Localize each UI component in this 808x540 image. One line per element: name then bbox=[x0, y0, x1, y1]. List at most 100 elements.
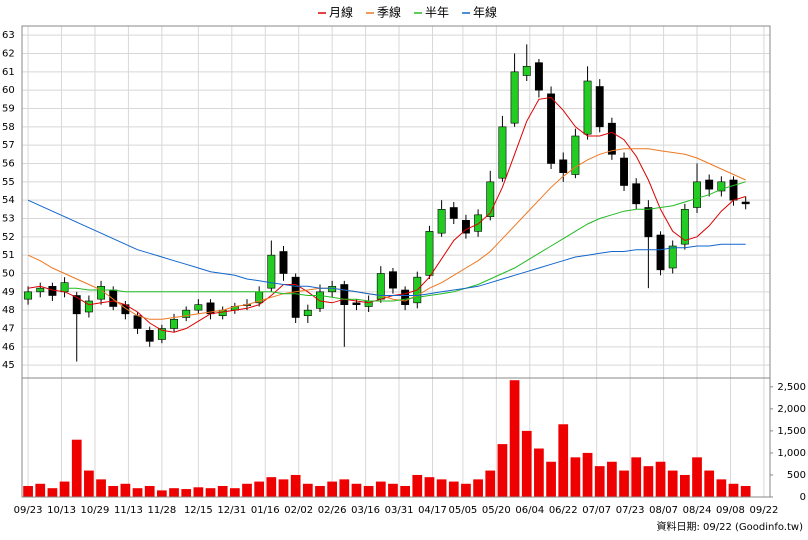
candle-body bbox=[133, 315, 142, 329]
legend-label: 月線 bbox=[329, 5, 353, 20]
volume-bar bbox=[679, 474, 690, 497]
volume-bar bbox=[716, 479, 727, 497]
volume-bar bbox=[217, 485, 228, 497]
candle-body bbox=[583, 80, 592, 135]
volume-bar bbox=[607, 461, 617, 497]
volume-bar bbox=[23, 485, 33, 497]
x-tick-label: 02/26 bbox=[318, 505, 347, 516]
x-tick-label: 09/23 bbox=[14, 505, 43, 516]
candle-body bbox=[620, 157, 628, 186]
candle-body bbox=[498, 126, 507, 179]
x-tick-label: 07/07 bbox=[582, 505, 611, 516]
candle-body bbox=[595, 86, 604, 128]
y-tick-label: 60 bbox=[2, 85, 15, 96]
volume-bar bbox=[132, 488, 143, 497]
candle-body bbox=[194, 304, 203, 311]
y-tick-label: 47 bbox=[2, 324, 15, 335]
candle-body bbox=[559, 159, 568, 173]
volume-bar bbox=[302, 483, 313, 497]
candle-body bbox=[547, 93, 556, 164]
volume-bar bbox=[655, 461, 666, 497]
volume-bar bbox=[315, 485, 325, 497]
x-tick-label: 08/24 bbox=[683, 505, 712, 516]
volume-bar bbox=[485, 470, 496, 497]
y-tick-label: 62 bbox=[2, 49, 15, 60]
candle-body bbox=[97, 286, 106, 300]
candle-body bbox=[340, 284, 349, 305]
candle-body bbox=[632, 183, 641, 205]
volume-bar bbox=[84, 470, 94, 497]
candle-body bbox=[461, 220, 470, 234]
candle-body bbox=[303, 309, 312, 316]
volume-bar bbox=[412, 474, 423, 497]
y-tick-label: 61 bbox=[2, 67, 15, 78]
volume-bar bbox=[436, 479, 447, 497]
candle-body bbox=[36, 287, 45, 293]
candle-body bbox=[145, 330, 154, 342]
volume-bar bbox=[290, 474, 301, 497]
y-tick-label: 1,000 bbox=[777, 448, 806, 459]
y-tick-label: 2,500 bbox=[777, 382, 806, 393]
x-tick-label: 03/31 bbox=[385, 505, 414, 516]
x-tick-label: 03/16 bbox=[351, 505, 380, 516]
volume-bar bbox=[96, 479, 106, 497]
volume-bar bbox=[339, 479, 350, 497]
y-tick-label: 46 bbox=[2, 342, 15, 353]
candle-body bbox=[449, 207, 458, 219]
candle-body bbox=[522, 66, 531, 76]
x-tick-label: 06/22 bbox=[549, 505, 578, 516]
volume-bar bbox=[400, 485, 410, 497]
volume-bar bbox=[157, 490, 167, 497]
volume-bar bbox=[594, 466, 605, 497]
y-tick-label: 51 bbox=[2, 250, 15, 261]
x-tick-label: 05/20 bbox=[482, 505, 511, 516]
candle-body bbox=[680, 209, 689, 245]
y-tick-label: 2,000 bbox=[777, 404, 806, 415]
candle-body bbox=[474, 214, 483, 232]
candle-body bbox=[607, 122, 616, 155]
volume-bar bbox=[242, 483, 252, 497]
x-tick-label: 06/04 bbox=[515, 505, 544, 516]
volume-bar bbox=[570, 457, 581, 497]
candle-body bbox=[693, 181, 701, 208]
volume-bar bbox=[144, 485, 155, 497]
volume-bar bbox=[351, 483, 362, 497]
volume-bar bbox=[388, 483, 398, 497]
volume-bar bbox=[509, 380, 520, 497]
x-tick-label: 11/13 bbox=[114, 505, 143, 516]
candle-body bbox=[486, 181, 495, 217]
y-tick-label: 48 bbox=[2, 305, 15, 316]
annotation: 資料日期: 09/22 (Goodinfo.tw) bbox=[656, 520, 803, 533]
volume-bar bbox=[108, 485, 119, 497]
candle-body bbox=[705, 179, 714, 190]
volume-bar bbox=[181, 489, 192, 497]
candle-body bbox=[401, 289, 410, 305]
x-tick-label: 12/15 bbox=[184, 505, 213, 516]
y-tick-label: 49 bbox=[2, 287, 15, 298]
volume-bar bbox=[424, 477, 435, 497]
x-tick-label: 04/17 bbox=[418, 505, 447, 516]
candle-body bbox=[72, 295, 81, 315]
marks-layer bbox=[23, 44, 751, 497]
volume-bar bbox=[667, 470, 678, 497]
x-tick-label: 10/29 bbox=[81, 505, 110, 516]
candle-body bbox=[316, 291, 324, 309]
candle-body bbox=[741, 201, 750, 205]
volume-bar bbox=[120, 483, 131, 497]
volume-bar bbox=[497, 444, 508, 497]
volume-bar bbox=[631, 457, 642, 497]
y-tick-label: 45 bbox=[2, 360, 15, 371]
candle-body bbox=[729, 179, 738, 201]
volume-bar bbox=[59, 481, 70, 497]
x-tick-label: 11/28 bbox=[147, 505, 176, 516]
x-tick-label: 09/08 bbox=[716, 505, 745, 516]
candle-body bbox=[267, 254, 276, 289]
volume-bar bbox=[205, 488, 216, 497]
volume-bar bbox=[169, 488, 179, 497]
volume-bar bbox=[728, 483, 739, 497]
volume-bar bbox=[704, 470, 715, 497]
x-tick-label: 02/02 bbox=[284, 505, 313, 516]
moving-average-line bbox=[27, 148, 746, 320]
y-tick-label: 63 bbox=[2, 30, 15, 41]
candle-body bbox=[24, 291, 33, 300]
